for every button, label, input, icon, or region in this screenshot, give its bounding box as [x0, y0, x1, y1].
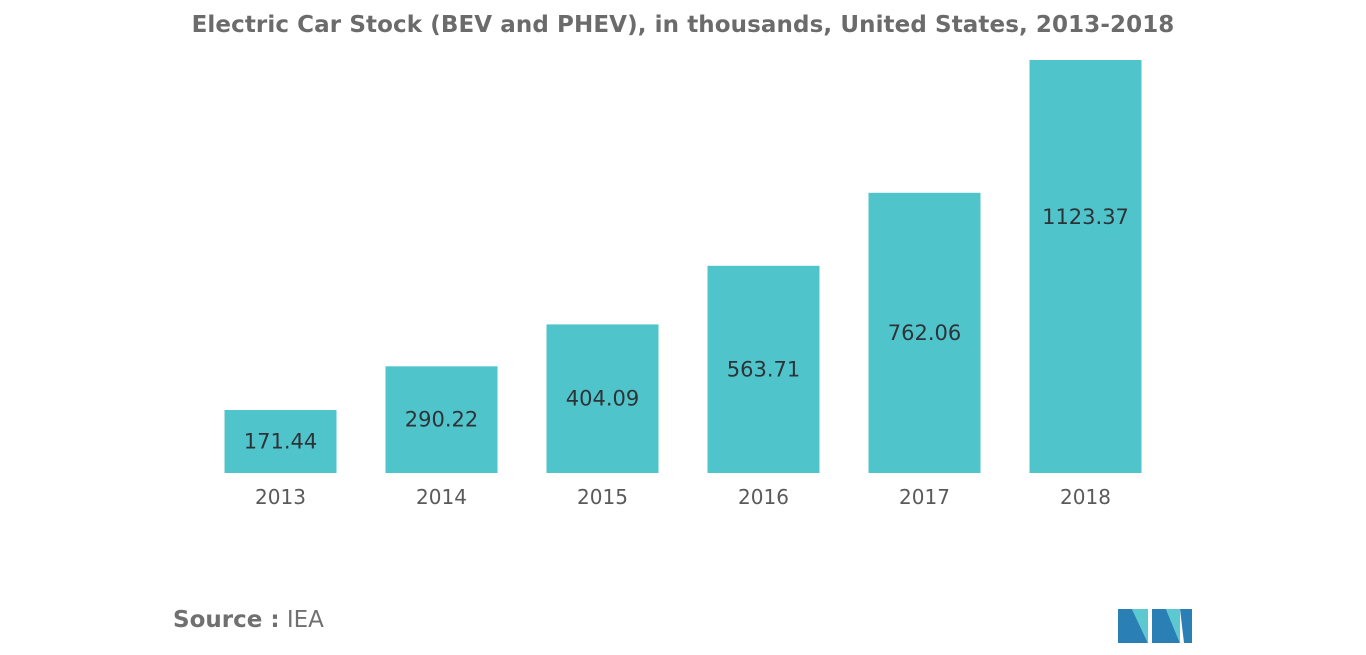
x-tick-label: 2016 [738, 485, 789, 509]
bars-group [224, 60, 1142, 474]
bar-value-label: 171.44 [244, 430, 317, 454]
bar-labels-group: 171.44 290.22 404.09 563.71 762.06 1123.37 [244, 205, 1129, 454]
x-tick-labels-group: 2013 2014 2015 2016 2017 2018 [255, 485, 1111, 509]
bar-value-label: 762.06 [888, 321, 961, 345]
x-tick-label: 2017 [899, 485, 950, 509]
chart-title: Electric Car Stock (BEV and PHEV), in th… [191, 12, 1175, 38]
x-tick-label: 2014 [416, 485, 467, 509]
source-label: Source : [173, 607, 280, 633]
bar-value-label: 290.22 [405, 408, 478, 432]
bar-2015 [546, 324, 659, 473]
x-tick-label: 2015 [577, 485, 628, 509]
bar-value-label: 563.71 [727, 357, 800, 381]
bar-2014 [385, 366, 498, 473]
bar-2016 [707, 265, 820, 473]
source-note: Source : IEA [173, 607, 324, 633]
bar-2018 [1029, 60, 1142, 473]
bar-2017 [868, 192, 981, 474]
x-tick-label: 2013 [255, 485, 306, 509]
bar-value-label: 1123.37 [1042, 205, 1129, 229]
bar-2013 [224, 410, 337, 473]
x-tick-label: 2018 [1060, 485, 1111, 509]
company-logo-icon [1118, 609, 1192, 643]
bar-value-label: 404.09 [566, 387, 639, 411]
source-value: IEA [286, 607, 324, 633]
